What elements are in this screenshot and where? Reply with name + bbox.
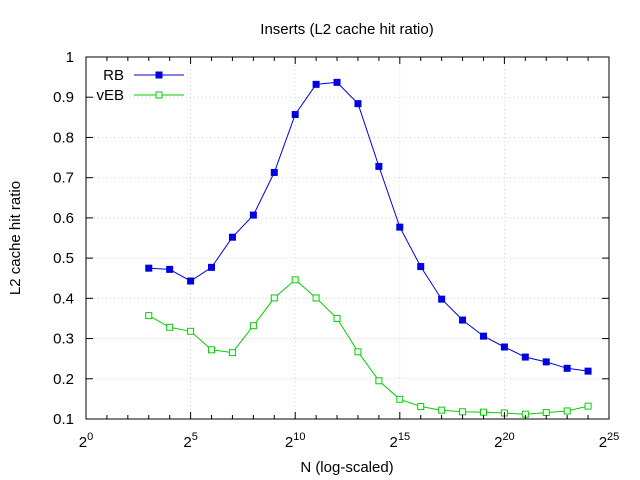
series-layer	[145, 78, 592, 418]
x-tick-label: 215	[390, 431, 411, 451]
x-tick-base: 2	[79, 434, 87, 451]
legend-marker	[155, 71, 163, 79]
data-point	[354, 100, 362, 108]
x-tick-exponent: 0	[87, 431, 93, 443]
data-point	[333, 314, 341, 322]
x-tick-exponent: 15	[398, 431, 410, 443]
legend: RB vEB	[96, 67, 184, 104]
data-point	[375, 377, 383, 385]
data-point	[521, 353, 529, 361]
x-tick-base: 2	[183, 434, 191, 451]
data-point	[459, 316, 467, 324]
data-point	[249, 322, 257, 330]
y-tick-label: 0.3	[53, 331, 74, 348]
data-point	[396, 223, 404, 231]
data-point	[584, 367, 592, 375]
x-tick-exponent: 5	[192, 431, 198, 443]
x-tick-exponent: 25	[607, 431, 619, 443]
data-point	[187, 327, 195, 335]
y-tick-label: 0.4	[53, 290, 74, 307]
x-axis-title: N (log-scaled)	[300, 459, 393, 476]
data-point	[208, 263, 216, 271]
data-point	[291, 276, 299, 284]
x-tick-base: 2	[599, 434, 607, 451]
data-point	[145, 312, 153, 320]
data-point	[354, 348, 362, 356]
data-point	[542, 409, 550, 417]
data-point	[542, 358, 550, 366]
data-point	[417, 403, 425, 411]
data-point	[500, 343, 508, 351]
x-tick-label: 220	[494, 431, 515, 451]
data-point	[249, 211, 257, 219]
x-tick-exponent: 10	[293, 431, 305, 443]
data-point	[208, 346, 216, 354]
data-point	[312, 80, 320, 88]
data-point	[333, 78, 341, 86]
legend-marker	[155, 91, 163, 99]
data-point	[228, 233, 236, 241]
legend-label: vEB	[96, 87, 124, 104]
y-tick-label: 0.1	[53, 411, 74, 428]
x-tick-base: 2	[285, 434, 293, 451]
y-tick-label: 0.9	[53, 89, 74, 106]
data-point	[417, 263, 425, 271]
data-point	[312, 294, 320, 302]
data-point	[479, 332, 487, 340]
data-point	[187, 277, 195, 285]
data-point	[396, 395, 404, 403]
series-line	[148, 279, 589, 415]
series-veb	[145, 276, 592, 418]
x-tick-base: 2	[494, 434, 502, 451]
x-tick-label: 225	[599, 431, 620, 451]
data-point	[563, 407, 571, 415]
series-rb	[145, 78, 592, 375]
y-axis-title: L2 cache hit ratio	[7, 181, 24, 295]
data-point	[270, 294, 278, 302]
plot-border	[85, 56, 610, 420]
data-point	[270, 168, 278, 176]
data-point	[228, 349, 236, 357]
data-point	[166, 323, 174, 331]
data-point	[291, 111, 299, 119]
data-point	[375, 162, 383, 170]
y-tick-label: 0.2	[53, 371, 74, 388]
data-point	[145, 264, 153, 272]
legend-label: RB	[103, 67, 124, 84]
data-point	[459, 408, 467, 416]
x-tick-label: 210	[285, 431, 306, 451]
x-tick-label: 25	[183, 431, 197, 451]
data-point	[438, 295, 446, 303]
x-tick-base: 2	[390, 434, 398, 451]
y-tick-label: 0.5	[53, 250, 74, 267]
y-tick-label: 0.8	[53, 129, 74, 146]
y-tick-label: 1	[66, 49, 74, 66]
x-tick-label: 20	[79, 431, 93, 451]
data-point	[479, 408, 487, 416]
x-tick-exponent: 20	[502, 431, 514, 443]
data-point	[166, 265, 174, 273]
y-tick-label: 0.6	[53, 210, 74, 227]
y-tick-label: 0.7	[53, 170, 74, 187]
series-line	[148, 81, 589, 372]
data-point	[584, 402, 592, 410]
data-point	[563, 364, 571, 372]
chart-title: Inserts (L2 cache hit ratio)	[260, 21, 433, 38]
data-point	[438, 406, 446, 414]
